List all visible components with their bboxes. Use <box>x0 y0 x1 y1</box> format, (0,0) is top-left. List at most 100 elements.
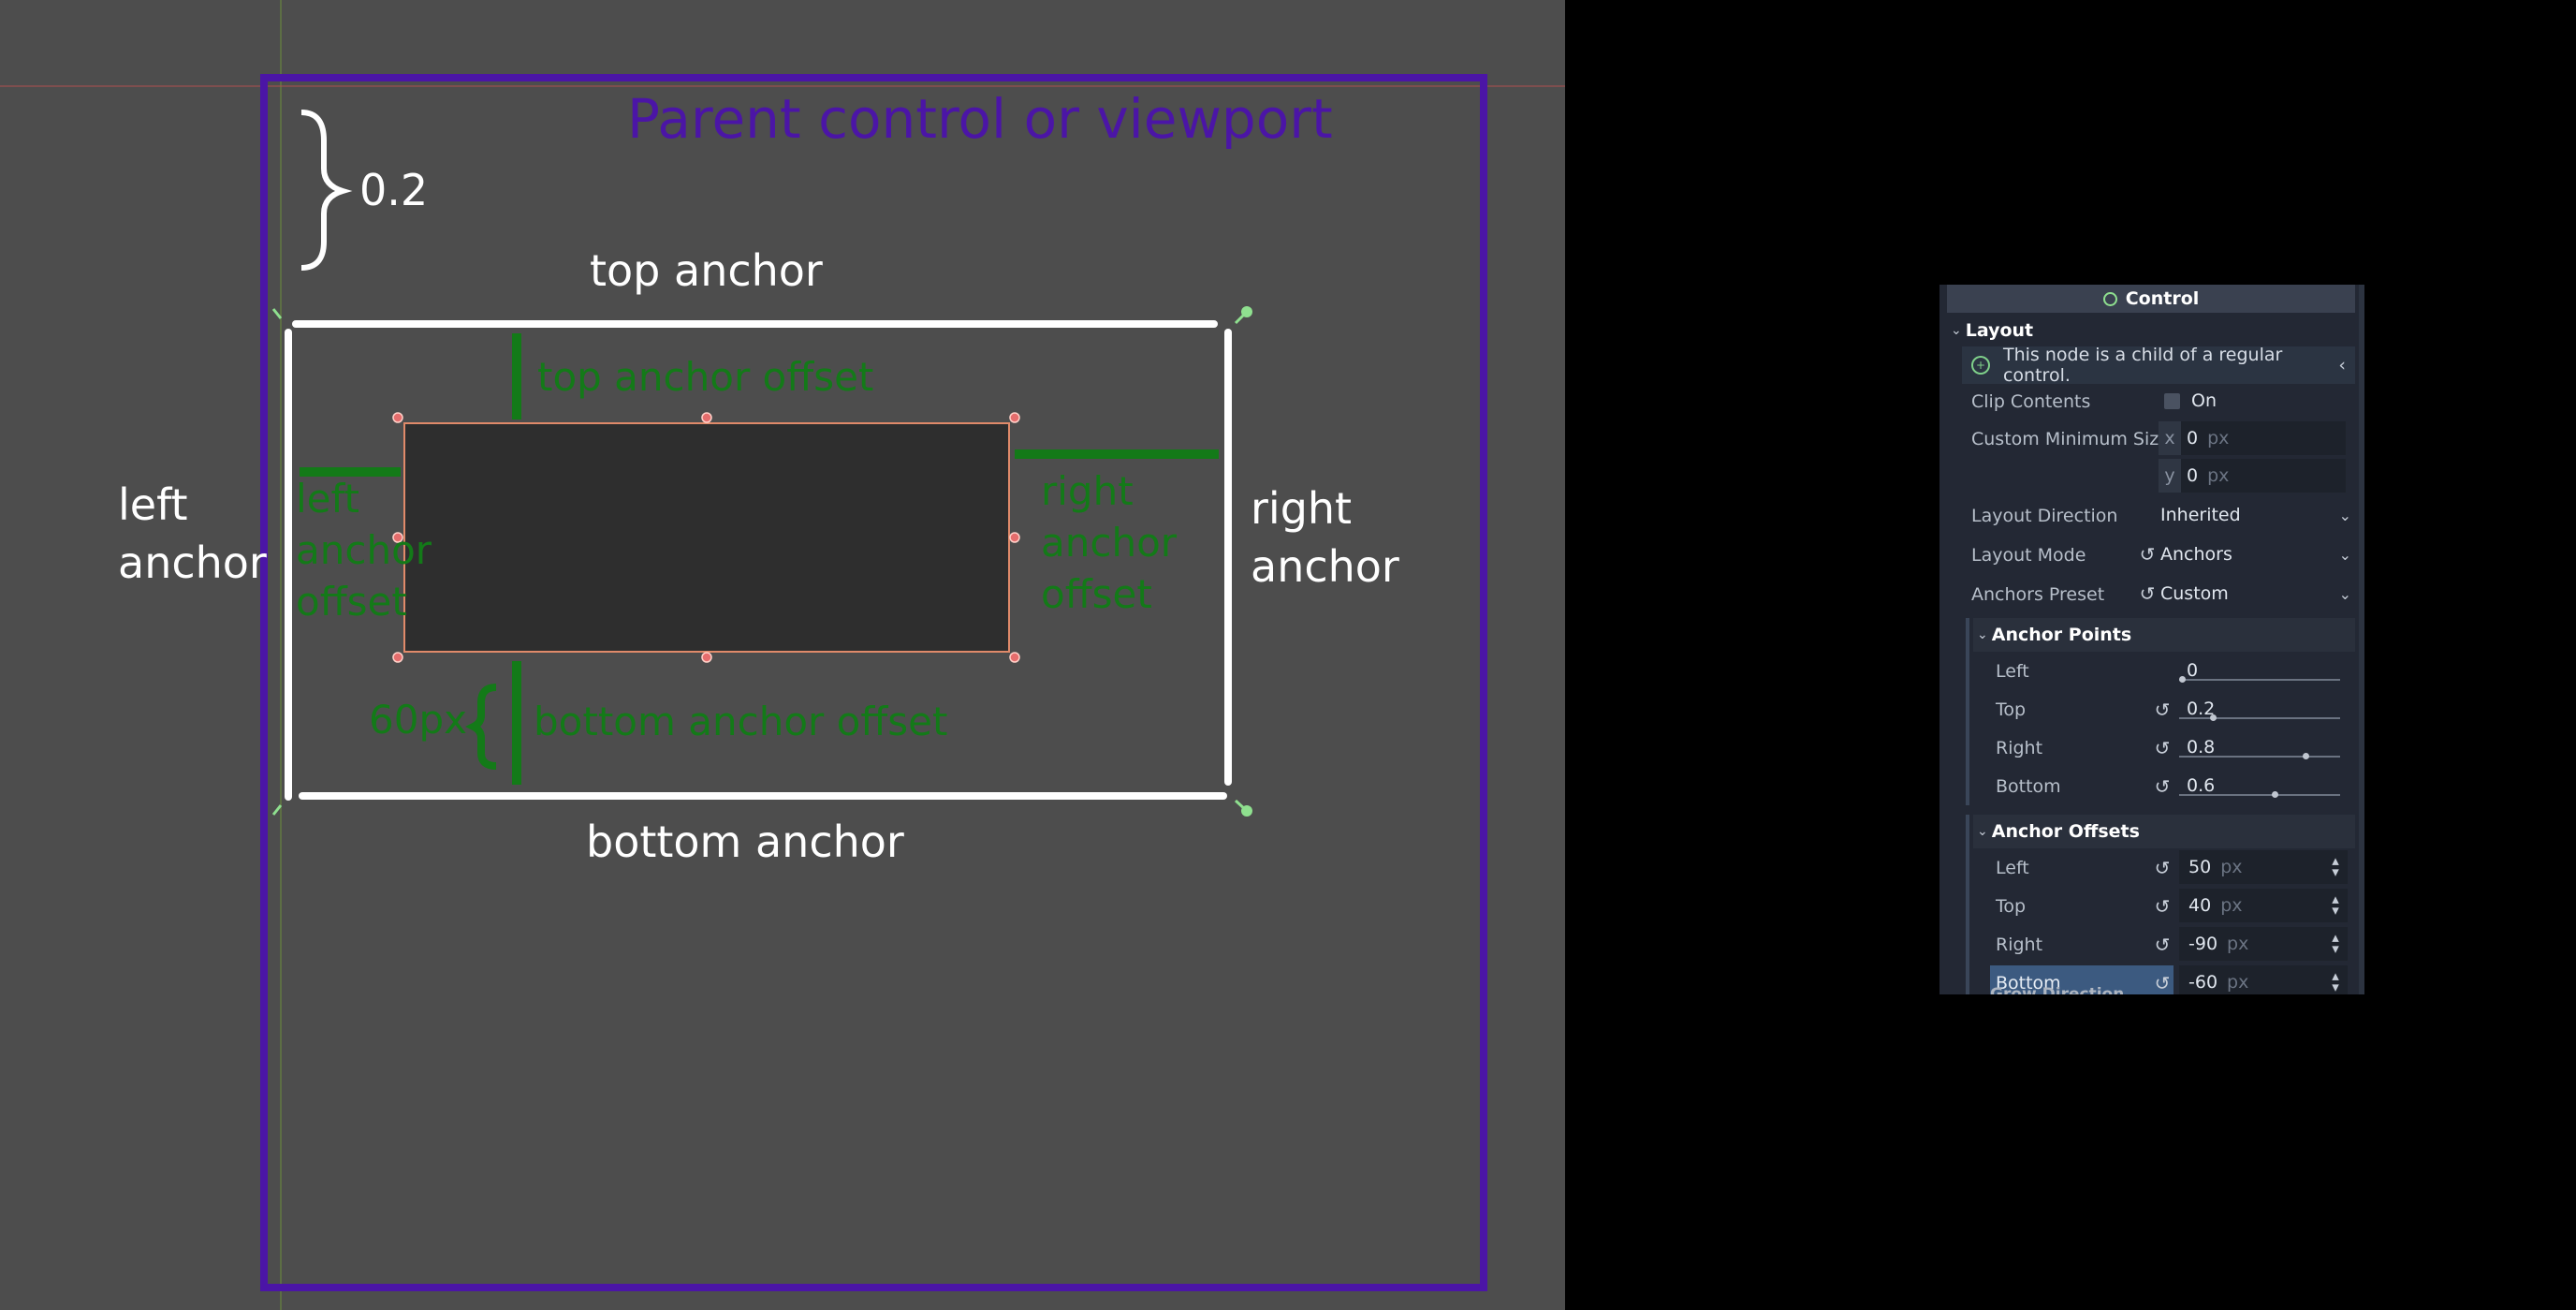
anchor-pin-bottom-left <box>271 804 283 816</box>
ratio-label: 0.2 <box>359 165 429 215</box>
reset-icon[interactable]: ↺ <box>2154 972 2171 994</box>
left-anchor-label-2: anchor <box>118 537 267 588</box>
inspector-scrollbar[interactable] <box>2359 285 2364 994</box>
slider-knob[interactable] <box>2210 714 2217 721</box>
left-offset-label-1: left <box>296 476 360 522</box>
chevron-down-icon: ⌄ <box>2338 584 2351 603</box>
top-anchor-label: top anchor <box>590 245 823 296</box>
top-offset-label: top anchor offset <box>537 354 874 400</box>
spinner-arrows-icon[interactable]: ▴ ▾ <box>2332 929 2339 957</box>
anchor-points-header[interactable]: ⌄ Anchor Points <box>1973 618 2355 652</box>
offset-left-label: Left <box>1996 858 2029 878</box>
min-size-x-value: 0 <box>2187 428 2199 449</box>
anchor-left-value: 0 <box>2187 660 2199 681</box>
anchor-bottom-slider[interactable] <box>2179 791 2340 798</box>
anchor-right-slider[interactable] <box>2179 753 2340 759</box>
offset-top-value: 40 <box>2188 895 2212 916</box>
anchor-top-field[interactable]: 0.2 <box>2179 692 2348 726</box>
right-offset-label-2: anchor <box>1041 520 1178 566</box>
reset-icon[interactable]: ↺ <box>2154 895 2171 918</box>
offset-top-label: Top <box>1996 896 2027 917</box>
node-title: Control <box>2125 288 2200 309</box>
inspector-panel: Control ⌄ Layout + This node is a child … <box>1939 285 2364 994</box>
resize-handles <box>392 412 1020 663</box>
offset-right-field[interactable]: -90 px ▴ ▾ <box>2179 927 2348 961</box>
anchor-pin-top-left <box>271 308 283 319</box>
layout-direction-dropdown[interactable]: Inherited ⌄ <box>2160 498 2355 532</box>
clip-contents-label: Clip Contents <box>1971 391 2091 412</box>
reset-icon[interactable]: ↺ <box>2154 775 2171 798</box>
bottom-offset-label: bottom anchor offset <box>534 699 948 744</box>
anchor-right-field[interactable]: 0.8 <box>2179 730 2348 764</box>
chevron-down-icon: ⌄ <box>1977 627 1988 642</box>
offset-left-field[interactable]: 50 px ▴ ▾ <box>2179 850 2348 884</box>
anchor-left-label: Left <box>1996 661 2029 682</box>
clip-contents-value: On <box>2191 390 2217 411</box>
offset-right-value: -90 <box>2188 934 2218 954</box>
info-message: + This node is a child of a regular cont… <box>1962 345 2355 386</box>
chevron-down-icon: ⌄ <box>2338 545 2351 564</box>
chevron-down-icon: ⌄ <box>1951 323 1962 338</box>
layout-mode-label: Layout Mode <box>1971 545 2086 566</box>
reset-icon[interactable]: ↺ <box>2154 699 2171 721</box>
control-rect <box>403 422 1010 653</box>
anchor-left-slider[interactable] <box>2179 676 2340 683</box>
right-anchor-label-1: right <box>1251 483 1353 534</box>
min-size-y-unit: px <box>2207 465 2230 486</box>
offset-bottom-unit: px <box>2227 972 2249 993</box>
anchor-offsets-title: Anchor Offsets <box>1991 821 2140 842</box>
bottom-offset-brace <box>465 684 497 770</box>
anchor-bottom-field[interactable]: 0.6 <box>2179 769 2348 802</box>
reset-icon[interactable]: ↺ <box>2154 857 2171 879</box>
offset-bottom-field[interactable]: -60 px ▴ ▾ <box>2179 965 2348 994</box>
anchor-offsets-header[interactable]: ⌄ Anchor Offsets <box>1973 815 2355 848</box>
group-indent-bar <box>1966 815 1969 994</box>
reset-icon[interactable]: ↺ <box>2139 582 2156 605</box>
clip-contents-checkbox[interactable] <box>2164 392 2180 409</box>
anchor-left-field[interactable]: 0 <box>2179 654 2348 687</box>
slider-knob[interactable] <box>2303 753 2309 759</box>
reset-icon[interactable]: ↺ <box>2154 737 2171 759</box>
chevron-left-icon[interactable]: ‹ <box>2338 355 2346 375</box>
anchor-right-value: 0.8 <box>2187 737 2216 758</box>
offset-right-label: Right <box>1996 935 2043 955</box>
x-axis-label: x <box>2159 421 2181 455</box>
anchor-points-title: Anchor Points <box>1991 625 2132 645</box>
spinner-arrows-icon[interactable]: ▴ ▾ <box>2332 967 2339 994</box>
slider-knob[interactable] <box>2272 791 2278 798</box>
min-size-y-field[interactable]: y 0 px <box>2159 459 2346 493</box>
reset-icon[interactable]: ↺ <box>2154 934 2171 956</box>
left-offset-label-3: offset <box>296 579 407 625</box>
y-axis-label: y <box>2159 459 2181 493</box>
layout-mode-value: Anchors <box>2160 544 2232 565</box>
min-size-y-value: 0 <box>2187 465 2199 486</box>
parent-viewport-frame <box>260 74 1487 1291</box>
offset-right-unit: px <box>2227 934 2249 954</box>
spinner-arrows-icon[interactable]: ▴ ▾ <box>2332 852 2339 880</box>
layout-mode-dropdown[interactable]: Anchors ⌄ <box>2160 537 2355 571</box>
chevron-down-icon: ⌄ <box>2338 506 2351 524</box>
offset-top-unit: px <box>2220 895 2243 916</box>
grow-direction-section-partial: Grow Direction <box>1990 985 2124 994</box>
left-offset-label-2: anchor <box>296 527 432 573</box>
anchors-preset-dropdown[interactable]: Custom ⌄ <box>2160 577 2355 611</box>
selected-row-highlight <box>1990 965 2174 994</box>
min-size-x-field[interactable]: x 0 px <box>2159 421 2346 455</box>
anchor-right-label: Right <box>1996 738 2043 758</box>
reset-icon[interactable]: ↺ <box>2139 543 2156 566</box>
editor-viewport[interactable]: Parent control or viewport 0.2 top ancho… <box>0 0 1565 1310</box>
info-message-text: This node is a child of a regular contro… <box>2002 345 2283 386</box>
anchor-bottom-value: 0.6 <box>2187 775 2216 796</box>
bottom-anchor-label: bottom anchor <box>586 817 904 867</box>
anchor-top-value: 0.2 <box>2187 699 2216 719</box>
right-offset-label-3: offset <box>1041 571 1152 617</box>
slider-knob[interactable] <box>2179 676 2186 683</box>
anchor-top-slider[interactable] <box>2179 714 2340 721</box>
diagram-canvas <box>0 0 1565 1310</box>
right-anchor-label-2: anchor <box>1251 541 1399 592</box>
node-title-bar[interactable]: Control <box>1947 285 2355 313</box>
chevron-down-icon: ⌄ <box>1977 824 1988 839</box>
spinner-arrows-icon[interactable]: ▴ ▾ <box>2332 891 2339 919</box>
offset-top-field[interactable]: 40 px ▴ ▾ <box>2179 889 2348 922</box>
layout-section-header[interactable]: ⌄ Layout <box>1951 315 2033 346</box>
